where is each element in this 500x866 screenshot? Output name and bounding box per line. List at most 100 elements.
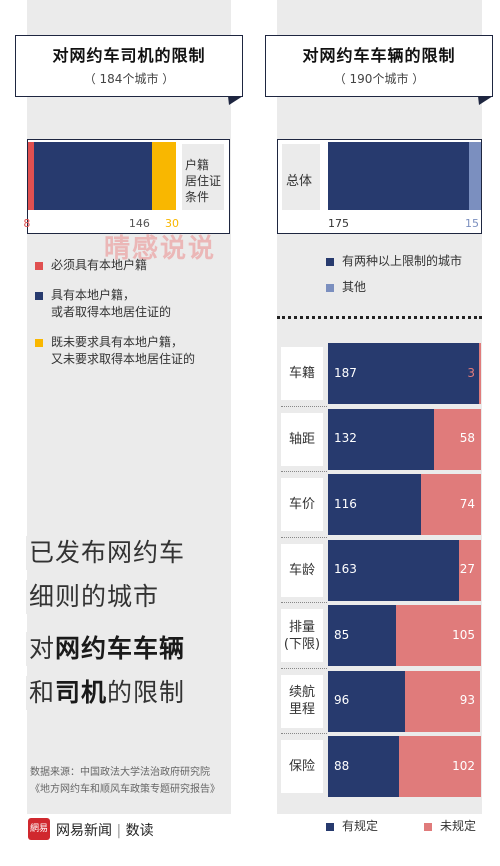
bar-regulated <box>328 408 435 470</box>
brand-logo-text: 網易 <box>29 824 48 834</box>
value-regulated: 116 <box>334 496 357 511</box>
value-not-regulated: 3 <box>467 365 475 380</box>
legend-swatch-navy <box>326 258 334 266</box>
driver-bar-value: 146 <box>128 217 150 230</box>
value-not-regulated: 27 <box>459 562 475 576</box>
row-category-label: 轴距 <box>281 412 323 466</box>
bar-not-regulated <box>421 474 481 535</box>
row-separator <box>281 405 327 407</box>
source-line-1: 数据来源：中国政法大学法治政府研究院 <box>30 767 210 778</box>
headline-line-1: 已发布网约车 <box>26 536 189 570</box>
value-regulated: 85 <box>334 627 350 642</box>
brand-divider: | <box>112 823 126 839</box>
brand-section: 数读 <box>125 823 154 839</box>
headline-text: 的限制 <box>107 678 186 707</box>
row-separator <box>281 536 327 538</box>
headline-bold: 司机 <box>55 678 108 707</box>
driver-category-label: 户籍 居住证 条件 <box>185 158 222 204</box>
section-divider <box>277 316 482 319</box>
value-regulated: 187 <box>334 365 357 380</box>
legend-label: 既未要求具有本地户籍， 又未要求取得本地居住证的 <box>51 335 196 366</box>
bar-not-regulated <box>459 539 481 601</box>
driver-bar-segment <box>34 142 152 210</box>
bar-not-regulated <box>478 343 481 404</box>
overall-bar-segment <box>328 142 469 210</box>
legend-local-hukou: 必须具有本地户籍 <box>35 257 225 274</box>
left-title-box: 对网约车司机的限制 （ 184个城市 ） <box>15 35 243 97</box>
legend-not-regulated: 未规定 <box>424 818 500 835</box>
row-separator <box>281 667 327 669</box>
driver-bar-segment <box>28 142 35 210</box>
headline-text: 细则的城市 <box>29 582 160 611</box>
row-category-label: 保险 <box>281 740 323 793</box>
driver-bar-value: 8 <box>23 217 31 230</box>
value-regulated: 163 <box>334 562 357 576</box>
row-category-label: 排量 (下限) <box>281 609 323 662</box>
bar-not-regulated <box>405 670 481 732</box>
brand-logo: 網易 <box>28 818 50 840</box>
legend-label: 未规定 <box>440 819 477 833</box>
left-subtitle: （ 184个城市 ） <box>83 72 175 86</box>
legend-regulated: 有规定 <box>326 818 406 835</box>
legend-swatch-navy <box>326 823 334 831</box>
value-not-regulated: 93 <box>459 693 475 707</box>
row-separator <box>281 602 327 603</box>
row-separator <box>281 471 327 472</box>
legend-label: 必须具有本地户籍 <box>51 258 148 272</box>
bar-not-regulated <box>396 605 481 666</box>
overall-bar-value: 15 <box>465 217 479 230</box>
driver-category-box <box>182 144 224 210</box>
driver-bar-value: 30 <box>165 217 179 230</box>
driver-bar-segment <box>151 142 176 210</box>
headline-line-2: 细则的城市 <box>26 580 163 614</box>
headline-text: 和 <box>29 678 56 707</box>
right-title-fold <box>478 96 493 105</box>
legend-swatch-slate <box>326 284 334 292</box>
bar-not-regulated <box>434 408 481 470</box>
legend-label: 有规定 <box>342 819 379 833</box>
value-regulated: 132 <box>334 431 357 445</box>
headline-text: 对 <box>29 634 56 663</box>
source-line-2: 《地方网约车和顺风车政策专题研究报告》 <box>30 784 220 795</box>
right-title: 对网约车车辆的限制 <box>302 46 456 65</box>
bar-regulated <box>328 343 479 404</box>
value-not-regulated: 102 <box>452 758 475 773</box>
watermark: 晴感说说 <box>104 234 217 264</box>
value-regulated: 96 <box>334 693 350 707</box>
legend-other: 其他 <box>326 279 486 296</box>
overall-bar-segment <box>468 142 481 210</box>
left-title-fold <box>228 96 243 105</box>
value-not-regulated: 105 <box>452 627 475 642</box>
bar-regulated <box>328 605 397 666</box>
left-title: 对网约车司机的限制 <box>52 46 206 65</box>
row-category-label: 车籍 <box>281 347 323 400</box>
value-not-regulated: 74 <box>459 496 475 511</box>
headline-line-4: 和司机的限制 <box>26 676 189 710</box>
row-category-label: 车龄 <box>281 543 323 597</box>
right-subtitle: （ 190个城市 ） <box>333 72 425 86</box>
row-category-label: 车价 <box>281 478 323 531</box>
legend-swatch-pink <box>424 823 432 831</box>
legend-swatch-red <box>35 262 43 270</box>
legend-two-plus-restrictions: 有两种以上限制的城市 <box>326 253 486 270</box>
headline-line-3: 对网约车车辆 <box>26 632 189 666</box>
row-separator <box>281 733 327 734</box>
brand-name: 网易新闻 | 数读 <box>56 820 154 840</box>
bar-regulated <box>328 736 399 797</box>
legend-hukou-or-permit: 具有本地户籍， 或者取得本地居住证的 <box>35 287 225 321</box>
vehicle-overall-category-label: 总体 <box>286 174 313 189</box>
vehicle-overall-category-box <box>282 144 320 210</box>
bar-regulated <box>328 539 460 601</box>
value-not-regulated: 58 <box>459 431 475 445</box>
legend-swatch-yellow <box>35 339 43 347</box>
headline-bold: 网约车车辆 <box>55 634 186 663</box>
bar-regulated <box>328 474 422 535</box>
bar-regulated <box>328 670 406 732</box>
legend-label: 其他 <box>342 280 367 294</box>
right-title-box: 对网约车车辆的限制 （ 190个城市 ） <box>265 35 493 97</box>
legend-no-requirement: 既未要求具有本地户籍， 又未要求取得本地居住证的 <box>35 334 231 368</box>
legend-label: 具有本地户籍， 或者取得本地居住证的 <box>51 288 172 319</box>
headline-text: 已发布网约车 <box>29 538 186 567</box>
brand-name-text: 网易新闻 <box>56 823 112 839</box>
value-regulated: 88 <box>334 758 350 773</box>
